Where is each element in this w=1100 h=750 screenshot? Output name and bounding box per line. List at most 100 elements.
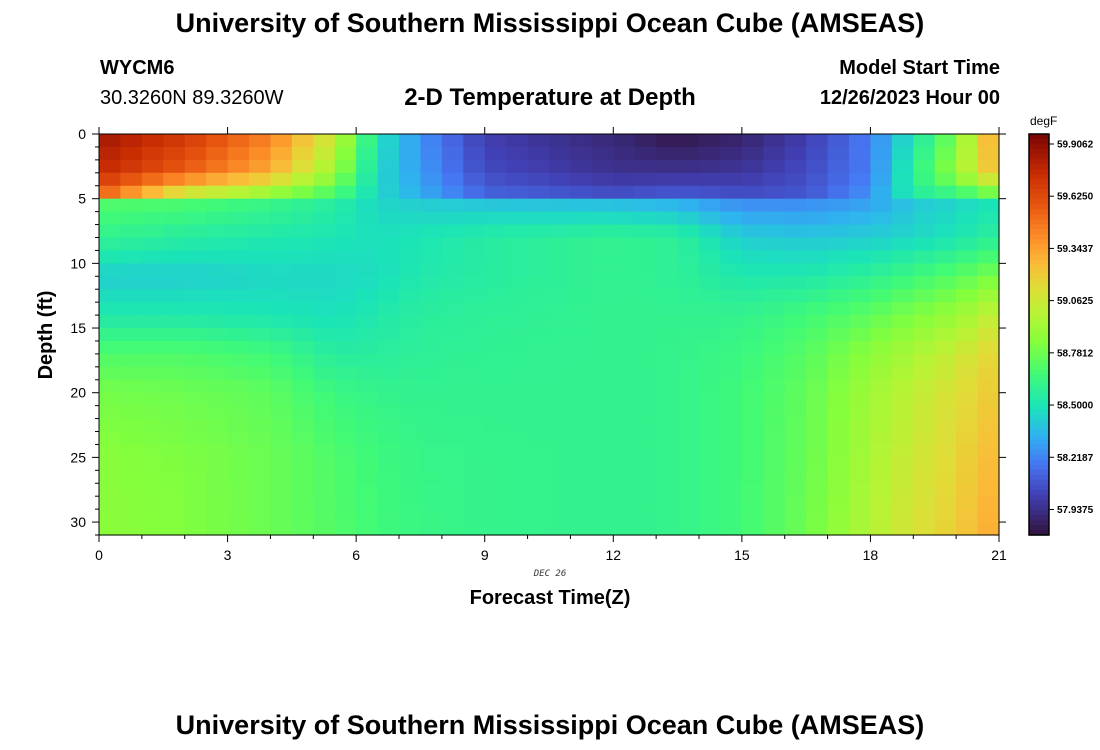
heatmap-cell: [870, 276, 893, 290]
heatmap-cell: [484, 392, 507, 407]
heatmap-cell: [699, 483, 722, 497]
heatmap-cell: [891, 146, 914, 161]
heatmap-cell: [441, 224, 464, 239]
heatmap-cell: [463, 302, 486, 316]
heatmap-cell: [484, 289, 507, 303]
heatmap-cell: [634, 211, 657, 226]
heatmap-cell: [377, 172, 400, 187]
heatmap-cell: [291, 522, 314, 536]
heatmap-cell: [399, 392, 422, 407]
heatmap-cell: [506, 340, 529, 355]
heatmap-cell: [591, 483, 614, 497]
heatmap-cell: [356, 289, 379, 303]
heatmap-cell: [934, 483, 957, 497]
heatmap-cell: [677, 509, 700, 523]
heatmap-cell: [163, 211, 186, 226]
heatmap-cell: [591, 457, 614, 471]
heatmap-cell: [827, 276, 850, 290]
heatmap-cell: [784, 431, 807, 446]
heatmap-cell: [163, 405, 186, 420]
heatmap-cell: [141, 405, 164, 420]
heatmap-cell: [163, 172, 186, 187]
heatmap-cell: [934, 146, 957, 161]
heatmap-cell: [977, 457, 1000, 471]
heatmap-cell: [527, 431, 550, 446]
heatmap-cell: [227, 444, 250, 458]
heatmap-cell: [206, 392, 229, 407]
heatmap-cell: [506, 457, 529, 471]
heatmap-cell: [356, 263, 379, 277]
colorbar-swatch: [1029, 309, 1049, 316]
footer-title: University of Southern Mississippi Ocean…: [175, 710, 925, 740]
colorbar-swatch: [1029, 164, 1049, 170]
heatmap-cell: [699, 328, 722, 342]
heatmap-cell: [891, 172, 914, 187]
heatmap-cell: [806, 237, 829, 252]
colorbar-swatch: [1029, 434, 1049, 441]
heatmap-cell: [891, 198, 914, 213]
colorbar-swatch: [1029, 284, 1049, 290]
heatmap-cell: [206, 431, 229, 446]
heatmap-cell: [163, 224, 186, 239]
heatmap-cell: [913, 340, 936, 355]
heatmap-cell: [463, 379, 486, 394]
heatmap-cell: [334, 315, 357, 329]
heatmap-cell: [270, 392, 293, 407]
heatmap-cell: [527, 328, 550, 342]
heatmap-cell: [484, 522, 507, 536]
heatmap-cell: [270, 483, 293, 497]
colorbar-swatch: [1029, 529, 1049, 536]
heatmap-cell: [934, 134, 957, 148]
heatmap-cell: [549, 211, 572, 226]
heatmap-cell: [441, 509, 464, 523]
heatmap-cell: [956, 392, 979, 407]
heatmap-cell: [334, 483, 357, 497]
heatmap-cell: [891, 159, 914, 174]
heatmap-cell: [806, 392, 829, 407]
heatmap-cell: [99, 328, 122, 342]
heatmap-cell: [141, 302, 164, 316]
heatmap-cell: [420, 340, 443, 355]
heatmap-cell: [506, 328, 529, 342]
heatmap-cell: [249, 392, 272, 407]
heatmap-cell: [506, 522, 529, 536]
heatmap-cell: [356, 470, 379, 484]
heatmap-cell: [441, 340, 464, 355]
heatmap-cell: [399, 237, 422, 252]
heatmap-cell: [763, 185, 786, 200]
heatmap-cell: [141, 444, 164, 458]
colorbar-swatch: [1029, 194, 1049, 200]
heatmap-cell: [827, 522, 850, 536]
heatmap-cell: [763, 483, 786, 497]
heatmap-cell: [141, 185, 164, 200]
heatmap-cell: [313, 146, 336, 161]
heatmap-cell: [399, 198, 422, 213]
heatmap-cell: [870, 185, 893, 200]
heatmap-cell: [784, 276, 807, 290]
heatmap-cell: [720, 405, 743, 420]
heatmap-cell: [741, 250, 764, 264]
heatmap-cell: [934, 509, 957, 523]
heatmap-cell: [291, 379, 314, 394]
heatmap-cell: [141, 340, 164, 355]
heatmap-cell: [849, 302, 872, 316]
heatmap-cell: [634, 224, 657, 239]
heatmap-cell: [591, 444, 614, 458]
heatmap-cell: [463, 237, 486, 252]
heatmap-cell: [784, 289, 807, 303]
heatmap-cell: [570, 211, 593, 226]
heatmap-cell: [120, 315, 143, 329]
heatmap-cell: [741, 509, 764, 523]
heatmap-cell: [677, 276, 700, 290]
heatmap-cell: [399, 211, 422, 226]
heatmap-cell: [870, 172, 893, 187]
heatmap-cell: [141, 172, 164, 187]
heatmap-cell: [291, 276, 314, 290]
heatmap-cell: [484, 211, 507, 226]
model-start-date: 12/26/2023 Hour 00: [819, 87, 1000, 109]
heatmap-cell: [206, 418, 229, 433]
heatmap-cell: [870, 289, 893, 303]
heatmap-cell: [527, 146, 550, 161]
heatmap-cell: [720, 276, 743, 290]
heatmap-cell: [677, 444, 700, 458]
